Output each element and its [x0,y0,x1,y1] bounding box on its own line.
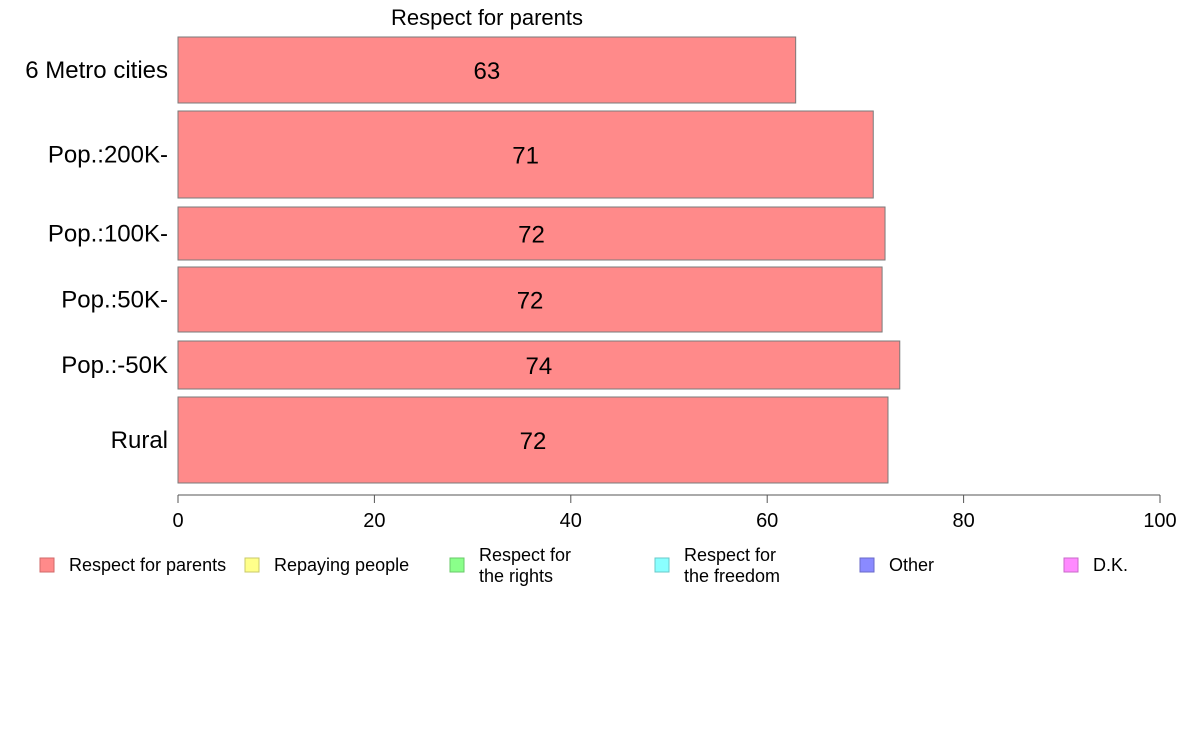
bar [177,340,901,390]
legend-swatch [1063,557,1079,573]
x-tick-label: 0 [172,510,183,532]
category-label: Pop.:-50K [61,352,168,379]
bar [177,206,886,261]
bar-value-label: 74 [526,353,553,380]
bar-value-label: 72 [518,222,545,249]
bar [177,266,883,333]
legend-label: Respect for parents [69,555,226,575]
category-label: Pop.:200K- [48,142,168,169]
x-tick-label: 20 [363,510,385,532]
category-label: 6 Metro cities [25,57,168,84]
bar [177,36,797,104]
bar-value-label: 71 [512,143,539,170]
bar-value-label: 72 [520,428,547,455]
legend-swatch [859,557,875,573]
legend-label: D.K. [1093,555,1128,575]
bar-value-label: 72 [517,288,544,315]
legend-label: Respect for [479,545,571,565]
x-tick-label: 60 [756,510,778,532]
legend-item: Other [859,555,934,575]
legend-swatch [244,557,260,573]
legend-label: Respect for [684,545,776,565]
legend: Respect for parents Repaying people Respec… [39,545,1128,586]
x-tick-label: 40 [560,510,582,532]
legend-label: the rights [479,566,553,586]
chart-title: Respect for parents [391,5,583,30]
legend-item: Respect for parents [39,555,226,575]
x-axis: 0 20 40 60 80 100 [172,494,1177,532]
bar-value-label: 63 [473,58,500,85]
category-label: Pop.:100K- [48,221,168,248]
x-tick-label: 80 [952,510,974,532]
legend-item: D.K. [1063,555,1128,575]
category-label: Rural [111,427,168,454]
bar [177,110,874,199]
legend-swatch [39,557,55,573]
legend-label: Repaying people [274,555,409,575]
bar [177,396,889,484]
legend-item: Repaying people [244,555,409,575]
legend-label: the freedom [684,566,780,586]
bars-layer: 6 Metro cities 63 Pop.:200K- 71 Pop.:100K- 72… [25,36,901,484]
legend-label: Other [889,555,934,575]
category-label: Pop.:50K- [61,287,168,314]
legend-swatch [449,557,465,573]
x-tick-label: 100 [1143,510,1176,532]
legend-swatch [654,557,670,573]
